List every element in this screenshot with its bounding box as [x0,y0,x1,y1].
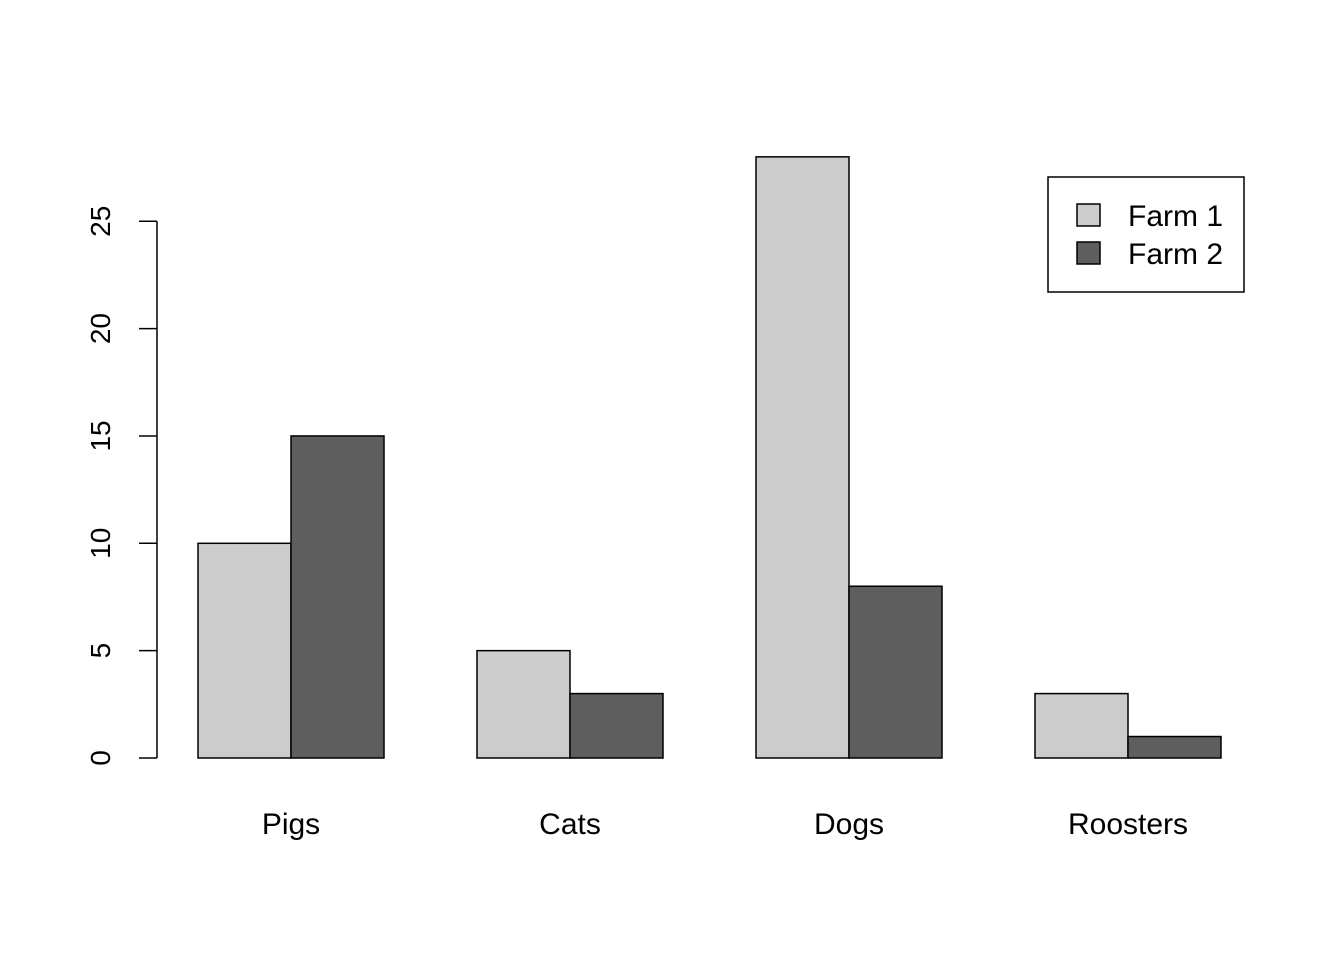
bars-group [197,156,1222,759]
legend-label-farm-2: Farm 2 [1128,238,1223,271]
category-label-pigs: Pigs [262,808,320,841]
bar-roosters-farm-1 [1034,692,1129,759]
y-tick-label-25: 25 [85,206,116,237]
legend-swatch-farm-1 [1076,203,1101,227]
legend-label-farm-1: Farm 1 [1128,200,1223,233]
bar-cats-farm-1 [476,649,571,759]
y-axis: 0 5 10 15 20 25 [85,206,158,766]
bar-pigs-farm-2 [290,435,385,759]
y-tick-label-15: 15 [85,420,116,451]
y-tick-label-5: 5 [85,643,116,659]
x-axis-labels: Pigs Cats Dogs Roosters [262,808,1188,841]
bar-dogs-farm-1 [755,156,850,759]
y-tick-label-20: 20 [85,313,116,344]
bar-roosters-farm-2 [1127,735,1222,759]
legend: Farm 1 Farm 2 [1047,176,1245,293]
y-tick-label-10: 10 [85,528,116,559]
legend-box [1047,176,1245,293]
bar-cats-farm-2 [569,692,664,759]
bar-dogs-farm-2 [848,585,943,759]
y-tick-label-0: 0 [85,750,116,766]
category-label-roosters: Roosters [1068,808,1188,841]
bar-pigs-farm-1 [197,542,292,759]
legend-swatch-farm-2 [1076,241,1101,265]
category-label-cats: Cats [539,808,601,841]
category-label-dogs: Dogs [814,808,884,841]
